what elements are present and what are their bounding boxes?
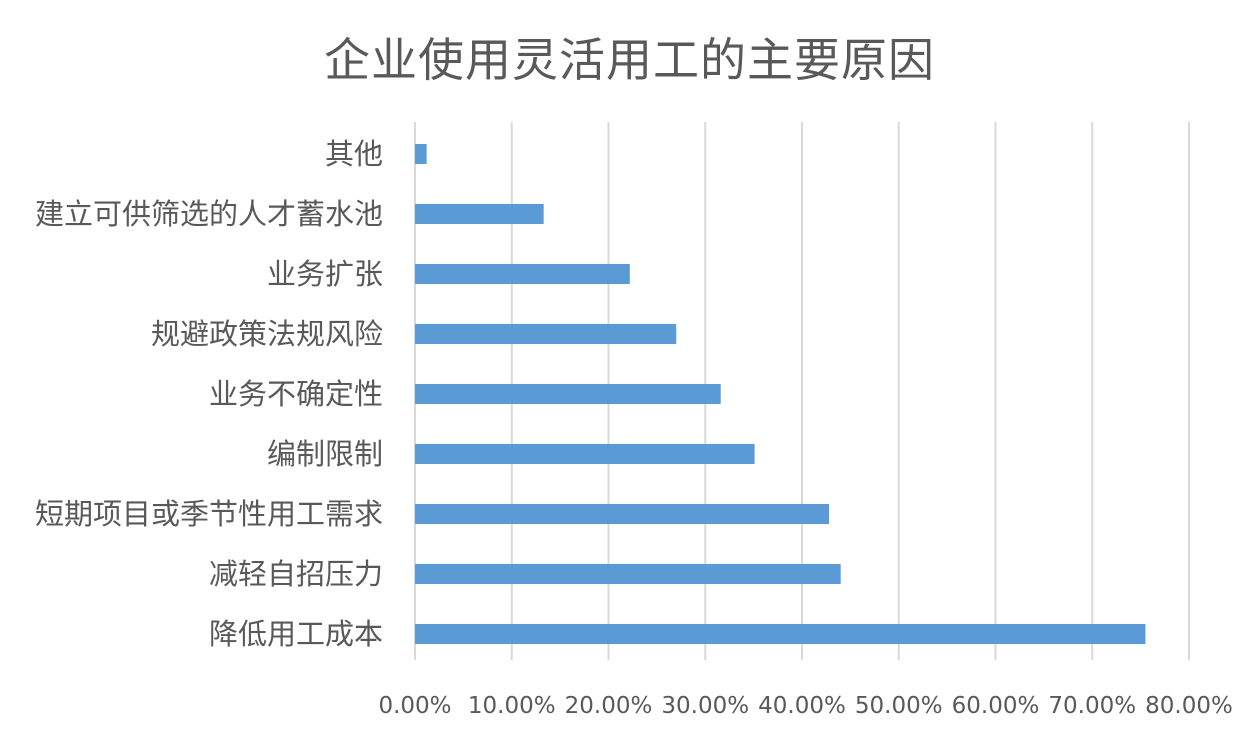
bar: [415, 624, 1146, 644]
category-label: 业务扩张: [267, 257, 383, 291]
x-tick-label: 60.00%: [952, 693, 1040, 719]
x-tick-label: 70.00%: [1048, 693, 1136, 719]
x-tick-label: 20.00%: [565, 693, 653, 719]
category-label: 降低用工成本: [209, 617, 383, 651]
x-tick-label: 40.00%: [758, 693, 846, 719]
category-label: 编制限制: [267, 437, 383, 471]
category-label: 业务不确定性: [209, 377, 383, 411]
category-label: 规避政策法规风险: [151, 317, 383, 351]
bar: [415, 144, 427, 164]
x-tick-labels: 0.00% 10.00% 20.00% 30.00% 40.00% 50.00% 60.00…: [378, 693, 1232, 719]
bar: [415, 444, 755, 464]
bar: [415, 384, 721, 404]
bars: [415, 144, 1146, 644]
category-label: 其他: [325, 137, 383, 171]
bar: [415, 564, 841, 584]
x-tick-label: 30.00%: [661, 693, 749, 719]
bar: [415, 324, 677, 344]
bar: [415, 504, 830, 524]
category-label: 建立可供筛选的人才蓄水池: [35, 197, 383, 231]
category-label: 减轻自招压力: [209, 557, 383, 591]
x-tick-label: 10.00%: [468, 693, 556, 719]
category-label: 短期项目或季节性用工需求: [35, 497, 383, 531]
bar: [415, 204, 544, 224]
x-tick-label: 80.00%: [1145, 693, 1233, 719]
x-tick-label: 50.00%: [855, 693, 943, 719]
chart-title: 企业使用灵活用工的主要原因: [324, 33, 935, 87]
bar: [415, 264, 630, 284]
x-tick-label: 0.00%: [378, 693, 451, 719]
